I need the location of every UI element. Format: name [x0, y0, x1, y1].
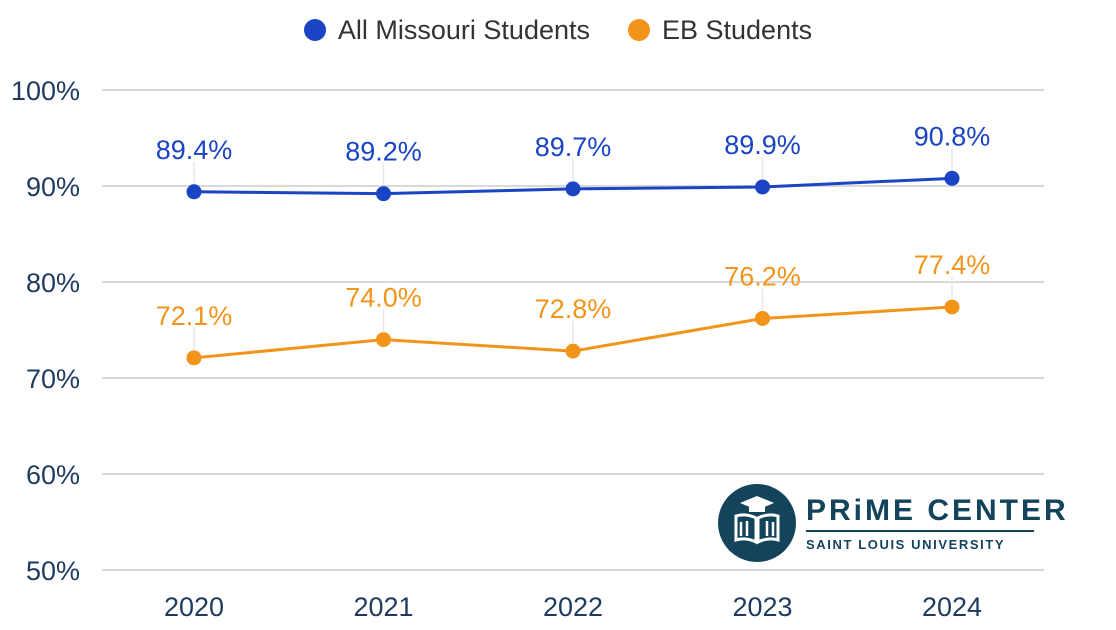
- x-tick-label: 2024: [922, 592, 982, 622]
- x-tick-label: 2023: [732, 592, 792, 622]
- data-label-eb: 72.8%: [535, 294, 612, 324]
- data-point-eb: [755, 310, 770, 326]
- x-tick-label: 2022: [543, 592, 603, 622]
- y-tick-label: 70%: [26, 364, 80, 394]
- legend-swatch-eb: [628, 19, 650, 41]
- y-tick-label: 50%: [26, 556, 80, 586]
- y-tick-label: 80%: [26, 268, 80, 298]
- data-label-all-missouri: 89.9%: [724, 130, 801, 160]
- legend-item-eb: EB Students: [628, 15, 812, 46]
- data-point-eb: [376, 332, 391, 348]
- legend-item-all-missouri: All Missouri Students: [303, 14, 590, 46]
- data-point-all-missouri: [186, 184, 202, 200]
- data-label-eb: 72.1%: [156, 301, 233, 331]
- data-label-all-missouri: 89.2%: [345, 137, 422, 167]
- data-label-eb: 74.0%: [345, 283, 422, 313]
- logo-subtitle: SAINT LOUIS UNIVERSITY: [806, 537, 1006, 552]
- data-label-eb: 77.4%: [914, 250, 991, 280]
- data-point-eb: [944, 299, 960, 315]
- y-tick-label: 90%: [26, 172, 80, 202]
- y-tick-label: 100%: [11, 76, 80, 106]
- x-tick-label: 2021: [353, 592, 413, 622]
- logo-name: PRiME CENTER: [806, 494, 1069, 527]
- logo-divider: [806, 530, 1034, 532]
- data-label-all-missouri: 89.7%: [535, 132, 612, 162]
- data-point-eb: [186, 350, 202, 366]
- x-tick-label: 2020: [164, 592, 224, 622]
- data-point-all-missouri: [755, 179, 770, 195]
- data-point-eb: [565, 343, 581, 359]
- prime-center-logo: PRiME CENTER SAINT LOUIS UNIVERSITY: [718, 484, 1066, 564]
- legend-swatch-all-missouri: [303, 19, 326, 41]
- data-label-all-missouri: 90.8%: [914, 121, 991, 151]
- legend-label-eb: EB Students: [662, 14, 813, 45]
- data-label-all-missouri: 89.4%: [156, 135, 233, 165]
- legend-label-all-missouri: All Missouri Students: [337, 14, 590, 45]
- data-point-all-missouri: [376, 186, 391, 202]
- data-label-eb: 76.2%: [724, 261, 801, 291]
- data-point-all-missouri: [565, 181, 581, 197]
- y-tick-label: 60%: [26, 460, 80, 490]
- chart-legend: All Missouri Students EB Students: [0, 10, 1116, 50]
- data-point-all-missouri: [944, 170, 960, 186]
- book-cap-icon: [718, 484, 796, 562]
